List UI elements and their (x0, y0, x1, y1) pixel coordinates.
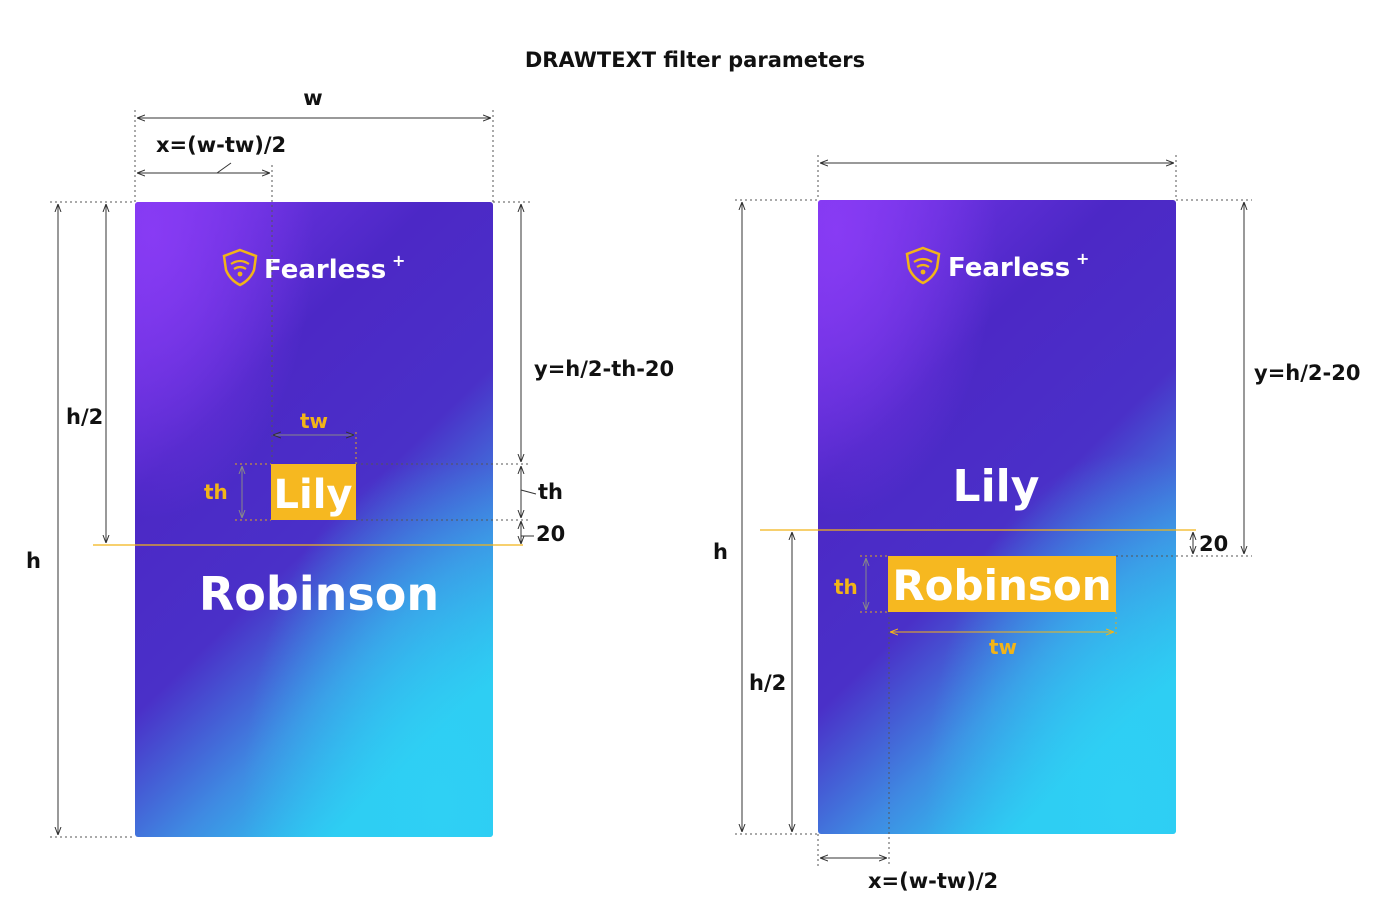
right-text-box-highlight (888, 556, 1116, 612)
left-half-h-label: h/2 (66, 405, 103, 429)
left-brand-plus: + (392, 251, 405, 270)
right-y-label: y=h/2-20 (1254, 361, 1360, 385)
left-th-right-label: th (538, 480, 563, 504)
diagram-title: DRAWTEXT filter parameters (525, 48, 865, 72)
right-brand-logo: Fearless + (905, 246, 1089, 285)
right-tw-label: tw (989, 635, 1017, 659)
shield-wave-icon (905, 246, 941, 285)
right-h-label: h (713, 540, 728, 564)
right-th-label: th (834, 575, 858, 599)
left-brand-logo: Fearless + (222, 248, 405, 287)
right-half-h-label: h/2 (749, 671, 786, 695)
right-panel: Fearless + Lily Robinson h h/2 y=h/2-20 … (713, 155, 1360, 893)
left-th-label: th (204, 480, 228, 504)
right-x-label: x=(w-tw)/2 (868, 869, 998, 893)
right-name-top: Lily (953, 461, 1040, 512)
left-name-top: Lily (274, 472, 353, 518)
left-x-label: x=(w-tw)/2 (156, 133, 286, 157)
right-card (818, 200, 1176, 834)
left-panel: Fearless + Lily Robinson w x=(w-tw)/2 h … (26, 86, 674, 838)
left-gap-label: 20 (536, 522, 565, 546)
right-brand-plus: + (1076, 249, 1089, 268)
left-tw-label: tw (300, 409, 328, 433)
left-h-label: h (26, 549, 41, 573)
right-brand-name: Fearless (948, 253, 1070, 283)
shield-wave-icon (222, 248, 258, 287)
right-gap-label: 20 (1199, 532, 1228, 556)
left-brand-name: Fearless (264, 255, 386, 285)
left-w-label: w (303, 86, 322, 110)
left-y-label: y=h/2-th-20 (534, 357, 674, 381)
left-name-bottom: Robinson (199, 567, 439, 621)
left-text-box-highlight (271, 464, 356, 520)
right-name-bottom: Robinson (892, 561, 1111, 610)
